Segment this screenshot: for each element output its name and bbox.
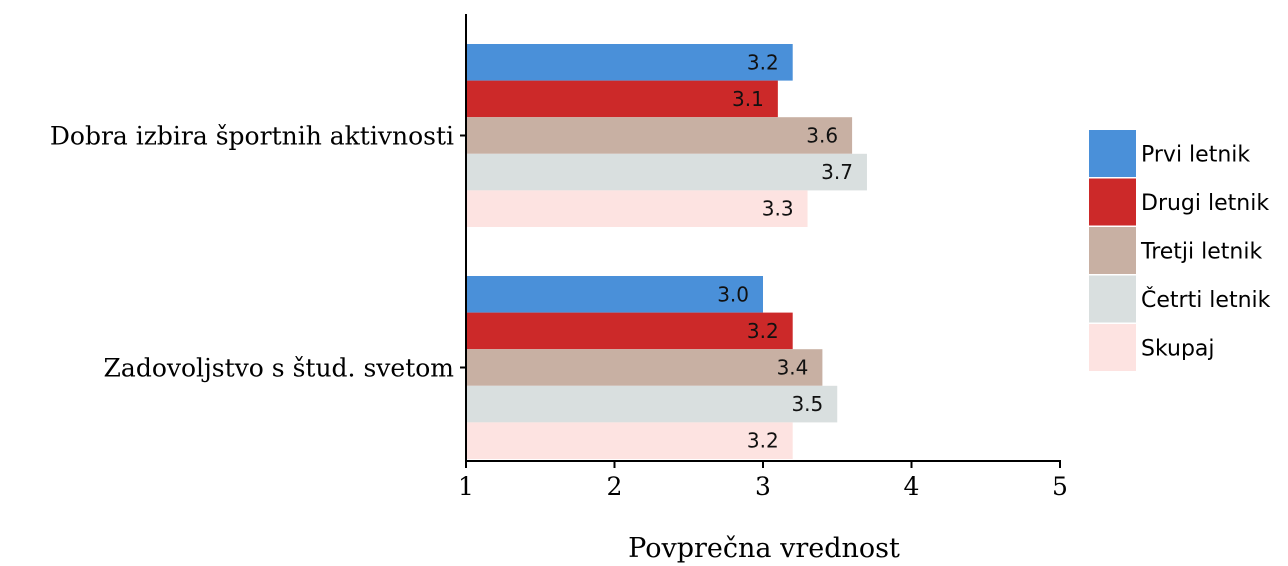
bar-4-cat-2: [466, 385, 838, 423]
x-axis-title: Povprečna vrednost: [628, 533, 900, 564]
x-tick-label: 2: [607, 472, 623, 501]
category-labels: Dobra izbira športnih aktivnosti Zadovolj…: [50, 122, 454, 383]
legend-swatch: [1089, 324, 1136, 371]
bar-1-cat-1: [466, 44, 793, 81]
bar-value-label: 3.0: [717, 282, 749, 306]
x-tick-label: 5: [1052, 472, 1068, 501]
bar-value-label: 3.1: [732, 87, 764, 111]
bar-5-cat-2: [466, 422, 793, 459]
bar-5-cat-1: [466, 190, 808, 227]
x-tick-label: 4: [904, 472, 920, 501]
bar-value-label: 3.4: [777, 356, 809, 380]
bar-value-label: 3.5: [791, 392, 823, 416]
legend-swatch: [1089, 275, 1136, 323]
bar-2-cat-1: [466, 80, 778, 118]
bar-3-cat-2: [466, 349, 823, 386]
bar-value-label: 3.2: [747, 429, 779, 453]
bar-value-label: 3.6: [806, 124, 838, 148]
x-tick-label: 3: [755, 472, 771, 501]
legend-label: Četrti letnik: [1141, 287, 1271, 313]
bar-value-label: 3.2: [747, 50, 779, 74]
legend-label: Prvi letnik: [1141, 143, 1250, 168]
category-label: Zadovoljstvo s štud. svetom: [104, 354, 455, 383]
legend-label: Skupaj: [1141, 337, 1215, 362]
bar-2-cat-2: [466, 312, 793, 350]
legend-swatch: [1089, 130, 1136, 177]
axes-layer: [460, 14, 1061, 468]
x-tick-label: 1: [458, 472, 474, 501]
bar-3-cat-1: [466, 117, 853, 154]
bar-4-cat-1: [466, 153, 867, 191]
category-label: Dobra izbira športnih aktivnosti: [50, 122, 454, 151]
legend-label: Drugi letnik: [1141, 191, 1269, 216]
bars-layer: 3.2 3.1 3.6 3.7 3.3 3.0 3.2 3.4 3.5 3.2: [466, 44, 867, 459]
bar-value-label: 3.3: [762, 197, 794, 221]
bar-value-label: 3.2: [747, 319, 779, 343]
bar-value-label: 3.7: [821, 160, 853, 184]
legend-swatch: [1089, 178, 1136, 226]
legend-swatch: [1089, 227, 1136, 274]
bar-1-cat-2: [466, 276, 763, 313]
x-tick-labels: 1 2 3 4 5: [458, 472, 1068, 501]
legend: Prvi letnik Drugi letnik Tretji letnik Četr…: [1089, 130, 1271, 371]
legend-label: Tretji letnik: [1140, 240, 1262, 265]
